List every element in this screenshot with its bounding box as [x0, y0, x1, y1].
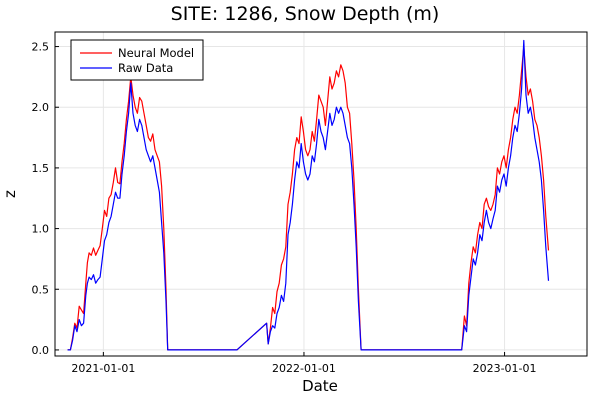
x-tick-label: 2021-01-01: [71, 362, 135, 375]
x-tick-label: 2023-01-01: [473, 362, 537, 375]
plot-frame: [54, 31, 588, 357]
x-axis-label: Date: [302, 377, 338, 395]
series-layer: [67, 39, 550, 351]
legend-label-raw-data: Raw Data: [118, 61, 173, 75]
series-line-neural-model: [67, 45, 550, 351]
legend-label-neural-model: Neural Model: [118, 46, 194, 60]
series-line-raw-data: [67, 39, 550, 351]
y-axis-ticks: 0.0 0.5 1.0 1.5 2.0 2.5: [32, 41, 59, 357]
y-axis-label: z: [1, 190, 19, 198]
y-tick-label: 1.5: [32, 162, 50, 175]
legend-box: [70, 39, 204, 81]
x-tick-label: 2022-01-01: [272, 362, 336, 375]
y-tick-label: 1.0: [32, 223, 50, 236]
chart-title: SITE: 1286, Snow Depth (m): [171, 3, 440, 25]
y-tick-label: 2.0: [32, 101, 50, 114]
legend: Neural Model Raw Data: [70, 39, 204, 81]
y-tick-label: 0.0: [32, 344, 50, 357]
x-axis-ticks: 2021-01-01 2022-01-01 2023-01-01: [71, 352, 537, 375]
y-tick-label: 2.5: [32, 41, 50, 54]
y-tick-label: 0.5: [32, 283, 50, 296]
